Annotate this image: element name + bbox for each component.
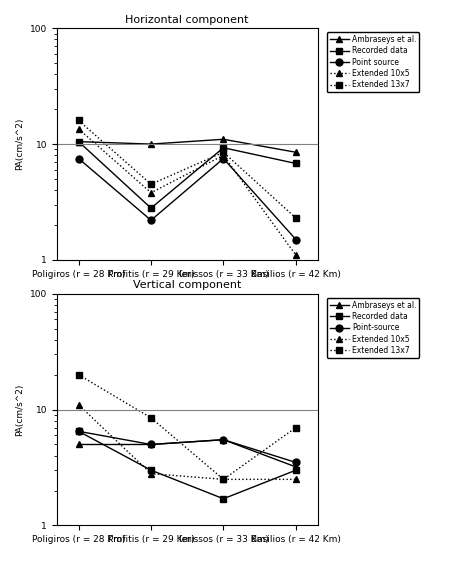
Recorded data [220, 144, 226, 151]
Line: Recorded data: Recorded data [75, 428, 299, 502]
Ambraseys et al. [220, 136, 226, 143]
Recorded data [220, 496, 226, 502]
Point-source [293, 459, 299, 466]
Title: Horizontal component: Horizontal component [126, 15, 249, 25]
Ambraseys et al. [220, 436, 226, 443]
Extended 13x7 [293, 424, 299, 431]
Point-source [148, 441, 154, 448]
Extended 13x7 [148, 181, 154, 188]
Legend: Ambraseys et al., Recorded data, Point source, Extended 10x5, Extended 13x7: Ambraseys et al., Recorded data, Point s… [327, 32, 419, 92]
Y-axis label: PA(cm/s^2): PA(cm/s^2) [15, 384, 24, 436]
Ambraseys et al. [293, 149, 299, 155]
Extended 13x7 [76, 371, 82, 378]
Point source [220, 155, 226, 162]
Line: Ambraseys et al.: Ambraseys et al. [75, 436, 299, 471]
Extended 10x5 [76, 402, 82, 408]
Point source [293, 236, 299, 243]
Point source [76, 155, 82, 162]
Ambraseys et al. [76, 138, 82, 145]
Extended 10x5 [293, 252, 299, 259]
Point-source [76, 428, 82, 434]
Ambraseys et al. [76, 441, 82, 448]
Y-axis label: PA(cm/s^2): PA(cm/s^2) [15, 118, 24, 170]
Extended 10x5 [220, 152, 226, 159]
Point-source [220, 436, 226, 443]
Recorded data [148, 205, 154, 211]
Extended 10x5 [148, 189, 154, 196]
Line: Point-source: Point-source [75, 428, 299, 466]
Recorded data [76, 138, 82, 145]
Extended 13x7 [293, 215, 299, 221]
Extended 13x7 [148, 414, 154, 421]
Extended 10x5 [220, 476, 226, 483]
Line: Point source: Point source [75, 155, 299, 243]
Title: Vertical component: Vertical component [133, 280, 241, 290]
Point source [148, 217, 154, 224]
Recorded data [293, 160, 299, 167]
Line: Recorded data: Recorded data [75, 138, 299, 211]
Ambraseys et al. [148, 441, 154, 448]
Recorded data [293, 467, 299, 473]
Extended 13x7 [220, 149, 226, 155]
Extended 13x7 [76, 117, 82, 124]
Extended 10x5 [148, 470, 154, 477]
Line: Extended 10x5: Extended 10x5 [75, 401, 299, 483]
Ambraseys et al. [148, 141, 154, 147]
Extended 10x5 [293, 476, 299, 483]
Line: Extended 13x7: Extended 13x7 [75, 371, 299, 483]
Recorded data [76, 428, 82, 434]
Legend: Ambraseys et al., Recorded data, Point-source, Extended 10x5, Extended 13x7: Ambraseys et al., Recorded data, Point-s… [327, 298, 419, 358]
Extended 13x7 [220, 476, 226, 483]
Line: Extended 10x5: Extended 10x5 [75, 125, 299, 259]
Recorded data [148, 467, 154, 473]
Extended 10x5 [76, 125, 82, 132]
Line: Ambraseys et al.: Ambraseys et al. [75, 136, 299, 156]
Ambraseys et al. [293, 463, 299, 470]
Line: Extended 13x7: Extended 13x7 [75, 117, 299, 221]
